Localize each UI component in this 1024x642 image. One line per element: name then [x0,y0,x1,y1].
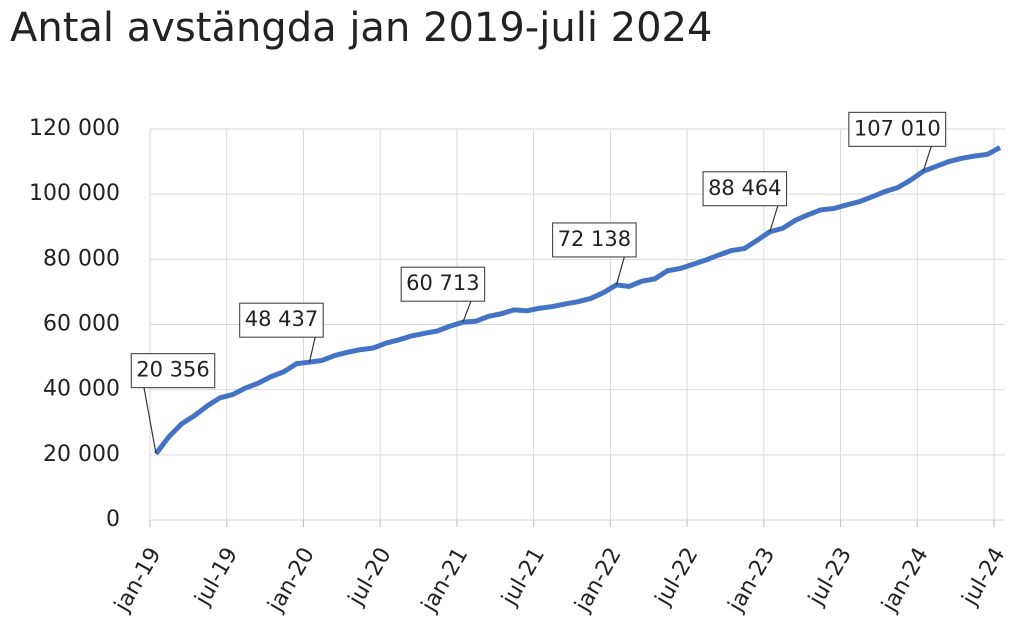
x-tick-label: jan-21 [416,544,473,618]
data-label-text: 72 138 [558,227,631,251]
x-tick-label: jan-20 [263,544,320,618]
label-box [552,222,637,258]
x-tick-label: jul-21 [497,544,550,611]
x-tick-label: jan-22 [570,544,627,618]
data-label: 48 437 [239,302,324,363]
data-label-text: 88 464 [708,176,781,200]
x-tick-label: jul-23 [804,544,857,611]
x-tick-label: jan-24 [877,544,934,618]
x-tick-label: jul-20 [343,544,396,611]
label-box [239,302,324,338]
label-box [848,111,947,147]
label-box [400,266,486,302]
leader-line [769,205,779,232]
x-tick-label: jan-19 [109,544,166,618]
label-box [130,353,216,389]
data-label: 60 713 [400,266,486,323]
data-label: 20 356 [130,353,216,454]
x-tick-label: jan-23 [723,544,780,618]
x-tick-label: jul-24 [957,544,1010,611]
data-label-text: 48 437 [245,307,318,331]
x-tick-label: jul-22 [650,544,703,611]
chart-title: Antal avstängda jan 2019-juli 2024 [10,5,712,51]
y-tick-label: 60 000 [43,312,120,337]
y-tick-label: 40 000 [43,377,120,402]
leader-line [922,146,932,172]
data-label: 88 464 [702,171,788,232]
data-line [154,145,1002,456]
y-tick-label: 120 000 [29,116,120,141]
leader-line [615,256,625,286]
leader-line [308,337,316,363]
label-box [702,171,788,207]
y-tick-label: 80 000 [43,246,120,271]
data-label: 107 010 [848,111,947,172]
y-tick-label: 0 [106,507,120,532]
leader-line [143,387,157,454]
x-tick-label: jul-19 [190,544,243,611]
leader-line [462,300,472,323]
data-label-text: 20 356 [136,358,209,382]
data-label: 72 138 [552,222,637,286]
data-label-text: 60 713 [406,271,479,295]
data-label-text: 107 010 [854,116,941,140]
y-tick-label: 100 000 [29,181,120,206]
y-tick-label: 20 000 [43,442,120,467]
